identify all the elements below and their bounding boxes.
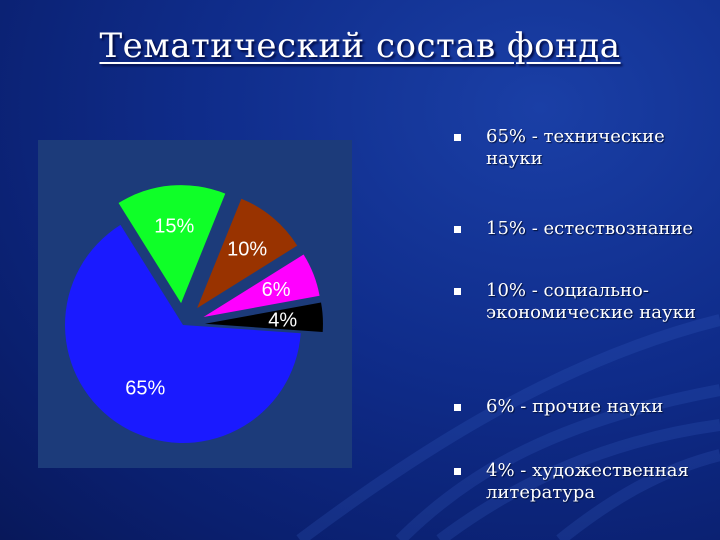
bullet-icon (454, 468, 461, 475)
legend-item-label: 4% - художественная литература (486, 460, 689, 503)
pie-slice-other (203, 254, 320, 318)
pie-slice-technical (64, 224, 301, 444)
bullet-icon (454, 404, 461, 411)
pie-label-natural-science: 15% (154, 216, 194, 238)
legend-item-label: 15% - естествознание (486, 218, 694, 239)
pie-slice-natural-science (118, 185, 226, 304)
bullet-icon (454, 134, 461, 141)
pie-chart: 65% 15% 10% 6% 4% (64, 185, 323, 444)
bullet-icon (454, 226, 461, 233)
pie-label-other: 6% (262, 279, 291, 301)
pie-label-technical: 65% (125, 378, 165, 400)
page-title: Тематический состав фонда (99, 26, 621, 66)
bullet-icon (454, 288, 461, 295)
legend-item-label: 10% - социально-экономические науки (486, 280, 696, 323)
pie-slice-fiction (204, 302, 323, 333)
chart-panel: 65% 15% 10% 6% 4% (38, 140, 352, 468)
pie-label-socio-economic: 10% (227, 238, 267, 260)
pie-slice-socio-economic (197, 198, 298, 309)
pie-label-fiction: 4% (268, 309, 297, 331)
legend-item-label: 65% - технические науки (486, 126, 665, 169)
legend-item-label: 6% - прочие науки (486, 396, 664, 417)
